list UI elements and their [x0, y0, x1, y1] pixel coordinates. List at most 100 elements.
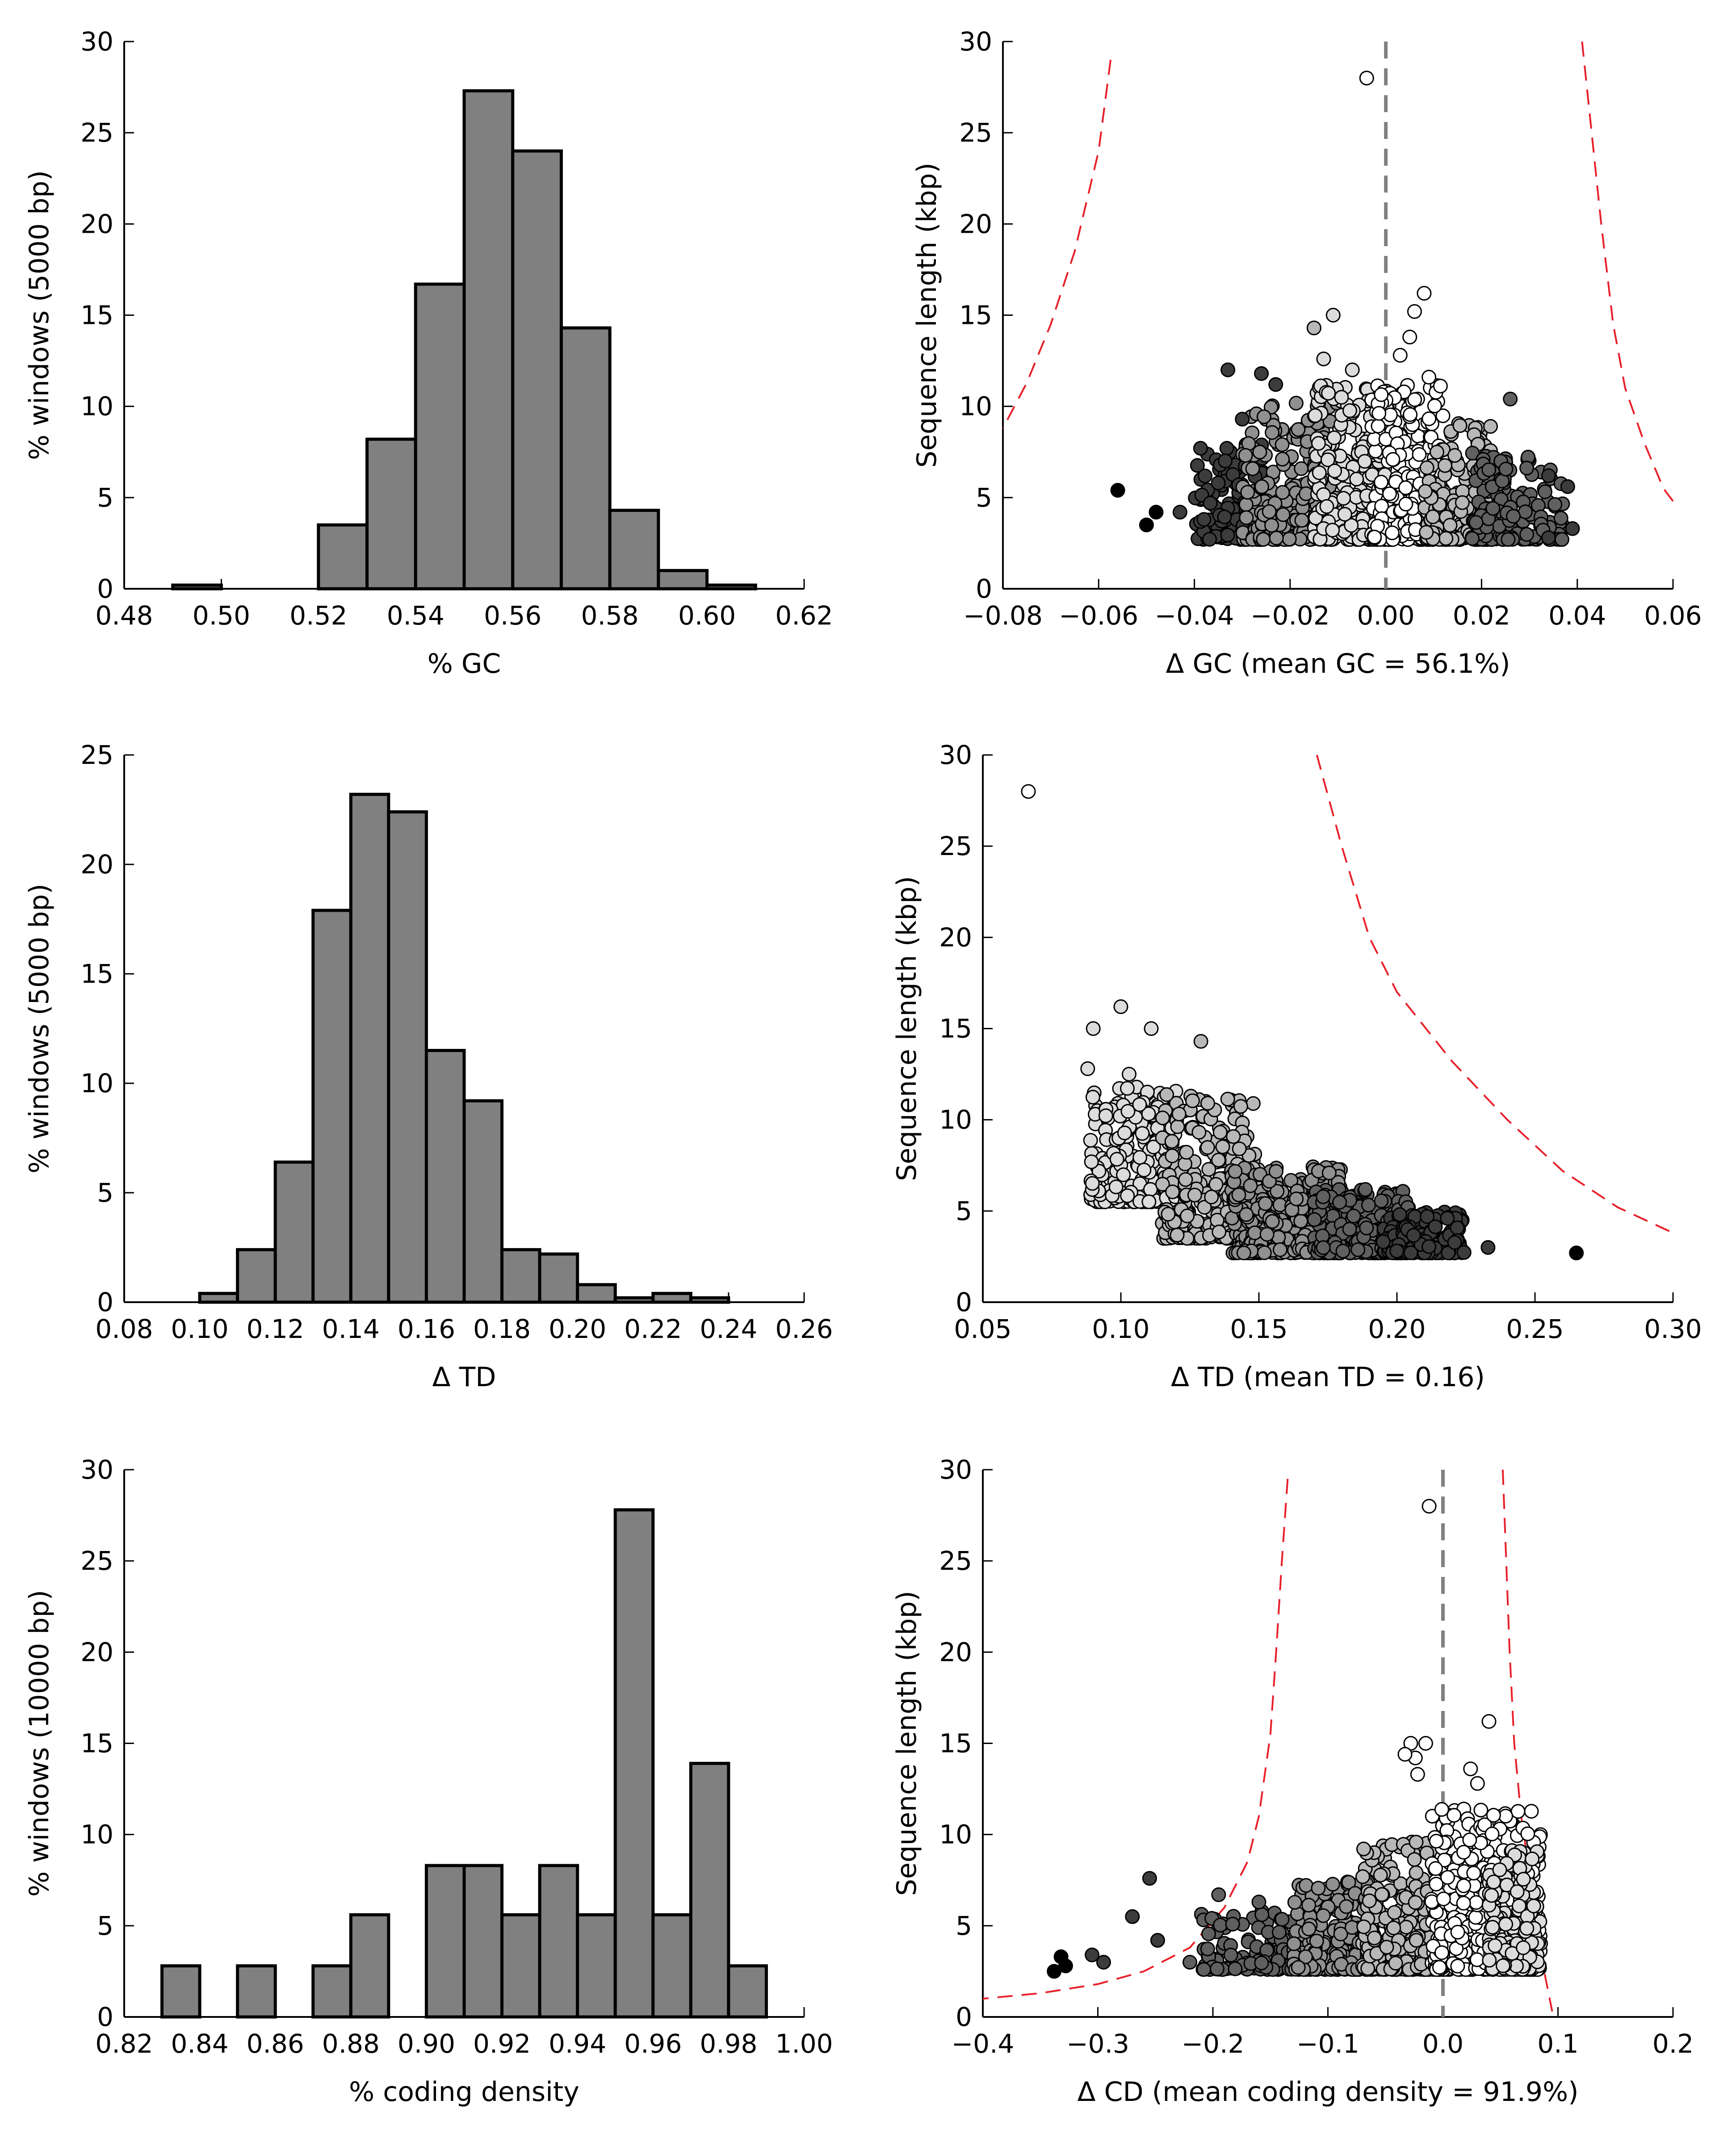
scatter-point: [1202, 532, 1217, 547]
scatter-point: [1220, 1091, 1235, 1107]
scatter-point: [1083, 1133, 1098, 1148]
histogram-bar: [349, 1913, 390, 2019]
scatter-point: [1197, 1200, 1212, 1215]
scatter-point: [1108, 1179, 1124, 1195]
scatter-point: [1407, 1852, 1422, 1867]
scatter-point: [1179, 1144, 1194, 1160]
scatter-point: [1312, 465, 1327, 480]
scatter-point: [1201, 1162, 1216, 1177]
scatter-point: [1425, 509, 1440, 524]
scatter-point: [1379, 1940, 1394, 1955]
y-tick-label: 25: [939, 1546, 972, 1576]
scatter-point: [1456, 1895, 1471, 1911]
scatter-point: [1178, 1172, 1193, 1187]
scatter-point: [1447, 1808, 1462, 1823]
x-tick-label: 0.10: [1092, 1314, 1149, 1344]
scatter-point: [1346, 1208, 1361, 1224]
panel-td-scatter: 0 5 10 15 20 25 30 0.05 0.10 0.15 0.20 0.25 0.30 Sequ…: [891, 740, 1702, 1393]
scatter-point: [1139, 517, 1154, 532]
scatter-point: [1217, 509, 1232, 524]
histogram-bar: [511, 149, 563, 591]
scatter-point: [1485, 501, 1501, 516]
scatter-point: [1251, 1895, 1266, 1910]
scatter-point: [1447, 448, 1462, 463]
scatter-point: [1384, 525, 1400, 541]
x-tick-label: −0.1: [1296, 2029, 1359, 2059]
scatter-point: [1085, 1176, 1100, 1191]
scatter-point: [1171, 1107, 1187, 1122]
x-tick-label: 0.52: [289, 600, 347, 631]
y-tick-label: 0: [976, 574, 992, 604]
scatter-point: [1569, 1245, 1584, 1261]
scatter-point: [1357, 454, 1372, 469]
scatter-point: [1259, 1227, 1275, 1242]
histogram-bar: [198, 1291, 239, 1304]
scatter-point: [1335, 1244, 1350, 1259]
scatter-point: [1498, 461, 1514, 477]
x-tick-label: 0.2: [1652, 2029, 1694, 2059]
histogram-bar: [500, 1913, 541, 2019]
scatter-point: [1212, 1224, 1227, 1240]
scatter-point: [1339, 1899, 1354, 1914]
scatter-point: [1466, 1866, 1481, 1881]
scatter-point: [1429, 1877, 1444, 1892]
scatter-point: [1403, 1245, 1418, 1260]
scatter-point: [1291, 1960, 1306, 1975]
scatter-point: [1342, 403, 1357, 418]
y-tick-label: 0: [97, 574, 113, 604]
y-tick-label: 5: [956, 1911, 972, 1941]
scatter-point: [1264, 518, 1279, 533]
bound-curve: [1316, 755, 1673, 1234]
scatter-point: [1132, 1097, 1147, 1112]
scatter-point: [1326, 430, 1342, 445]
scatter-point: [1422, 369, 1437, 385]
scatter-point: [1512, 1899, 1526, 1913]
scatter-point: [1373, 1868, 1388, 1882]
scatter-point: [1220, 362, 1236, 377]
x-tick-label: 1.00: [775, 2029, 833, 2059]
x-tick-label: 0.06: [1644, 600, 1702, 631]
scatter-point: [1473, 1803, 1489, 1818]
bound-curve: [982, 1479, 1289, 2000]
scatter-point: [1440, 1870, 1455, 1885]
scatter-point: [1135, 1126, 1150, 1141]
scatter-point: [1161, 1207, 1176, 1222]
scatter-point: [1196, 1962, 1212, 1977]
scatter-point: [1254, 366, 1269, 381]
scatter-point: [1265, 425, 1280, 440]
scatter-point: [1301, 1898, 1316, 1913]
scatter-point: [1243, 1178, 1258, 1193]
scatter-point: [1120, 1104, 1136, 1119]
scatter-point: [1298, 1949, 1313, 1964]
scatter-point: [1456, 1845, 1471, 1860]
x-tick-label: 0.86: [247, 2029, 304, 2059]
scatter-point: [1268, 377, 1283, 392]
histogram-bar: [657, 569, 709, 591]
y-tick-label: 15: [80, 1728, 113, 1759]
scatter-point: [1468, 515, 1484, 530]
scatter-point: [1341, 1875, 1356, 1890]
scatter-point: [1483, 419, 1498, 434]
x-tick-label: −0.04: [1155, 600, 1234, 631]
scatter-point: [1337, 507, 1352, 522]
scatter-point: [1185, 1093, 1200, 1108]
scatter-point: [1309, 1933, 1324, 1949]
scatter-point: [1308, 408, 1323, 423]
scatter-point: [1462, 1832, 1477, 1848]
scatter-point: [1265, 1214, 1280, 1229]
y-tick-label: 0: [956, 1287, 972, 1317]
scatter-point: [1485, 1920, 1500, 1935]
scatter-point: [1306, 320, 1321, 335]
x-tick-label: 0.90: [398, 2029, 455, 2059]
y-tick-label: 15: [80, 300, 113, 331]
scatter-point: [1336, 491, 1351, 506]
scatter-point: [1435, 408, 1451, 423]
scatter-point: [1086, 1021, 1101, 1036]
x-tick-label: −0.4: [952, 2029, 1015, 2059]
y-tick-label: 15: [80, 959, 113, 989]
scatter-point: [1122, 1067, 1136, 1082]
scatter-point: [1468, 1895, 1484, 1910]
scatter-point: [1406, 1228, 1421, 1243]
scatter-point: [1554, 532, 1569, 547]
